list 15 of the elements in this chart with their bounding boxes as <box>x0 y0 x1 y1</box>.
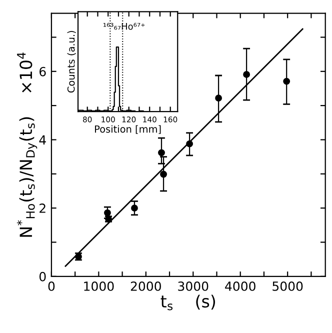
annotation: ¹⁶³₆₇Ho⁶⁷⁺ <box>104 22 145 30</box>
x-tick-label: 2000 <box>130 281 161 291</box>
y-axis-title: Counts (a.u.) <box>67 30 76 93</box>
y-tick-label: 4 <box>39 135 46 144</box>
x-tick-label: 0 <box>48 281 55 291</box>
y-tick-label: 6 <box>40 66 46 76</box>
x-tick-label: 4000 <box>225 281 256 291</box>
x-tick-label: 3000 <box>178 281 208 291</box>
x-tick-label: 5000 <box>272 281 303 291</box>
y-tick-label: 2 <box>40 204 46 213</box>
text: N$^{*}$$_{Ho}$(t$_{s}$)/N$_{Dy}$(t$_{s}$) ×10$^{4}$ <box>16 52 38 237</box>
text: t$_{s}$ (s) <box>160 294 215 310</box>
x-tick-label: 1000 <box>84 281 114 291</box>
x-axis-title: Position [mm] <box>95 125 161 134</box>
y-tick-label: 0 <box>39 272 46 282</box>
